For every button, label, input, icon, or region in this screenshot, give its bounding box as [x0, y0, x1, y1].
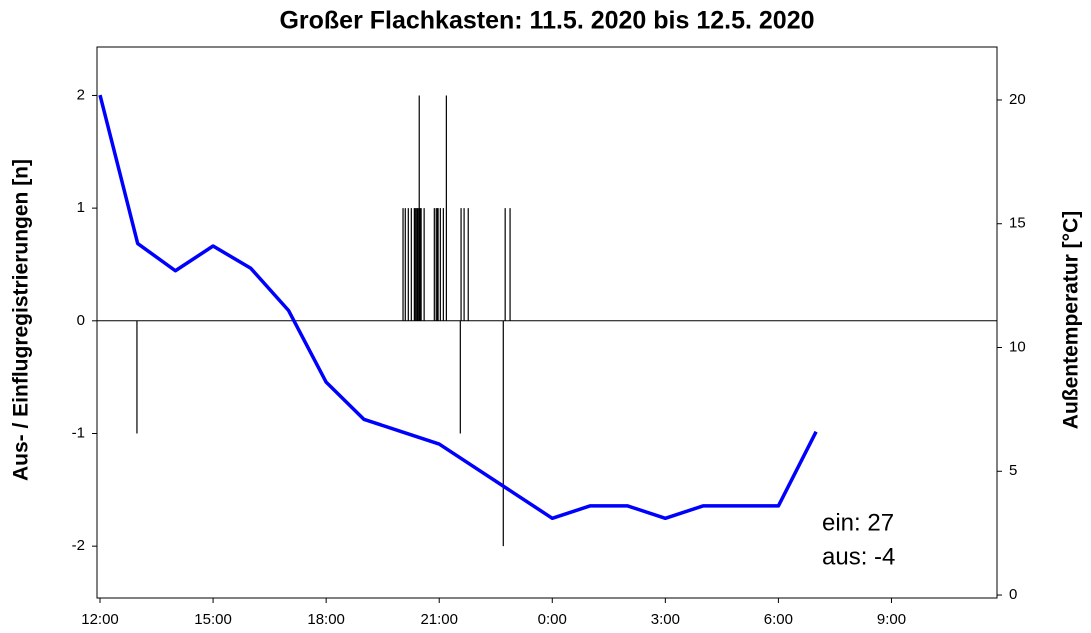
y-tick-label: -2	[72, 537, 85, 554]
annotation: ein: 27	[822, 509, 894, 536]
y-tick-label: 0	[77, 312, 85, 329]
y2-tick-label: 0	[1009, 586, 1017, 603]
x-tick-label: 15:00	[194, 611, 232, 628]
chart-title: Großer Flachkasten: 11.5. 2020 bis 12.5.…	[279, 7, 814, 35]
y-tick-label: 1	[77, 199, 85, 216]
y2-tick-label: 15	[1009, 215, 1026, 232]
y-axis-label: Aus- / Einflugregistrierungen [n]	[10, 159, 33, 481]
x-tick-label: 3:00	[651, 611, 680, 628]
y-tick-label: -1	[72, 424, 85, 441]
x-tick-label: 12:00	[81, 611, 119, 628]
plot-frame	[96, 46, 998, 599]
x-tick-label: 6:00	[764, 611, 793, 628]
y-tick-label: 2	[77, 86, 85, 103]
y2-tick-label: 5	[1009, 462, 1017, 479]
y2-tick-label: 10	[1009, 338, 1026, 355]
x-tick-label: 0:00	[538, 611, 567, 628]
x-tick-label: 9:00	[877, 611, 906, 628]
y2-axis-label: Außentemperatur [°C]	[1060, 211, 1083, 429]
annotation: aus: -4	[822, 543, 895, 570]
temperature-line	[98, 94, 818, 521]
y2-tick-label: 20	[1009, 91, 1026, 108]
x-tick-label: 21:00	[420, 611, 458, 628]
x-tick-label: 18:00	[307, 611, 345, 628]
